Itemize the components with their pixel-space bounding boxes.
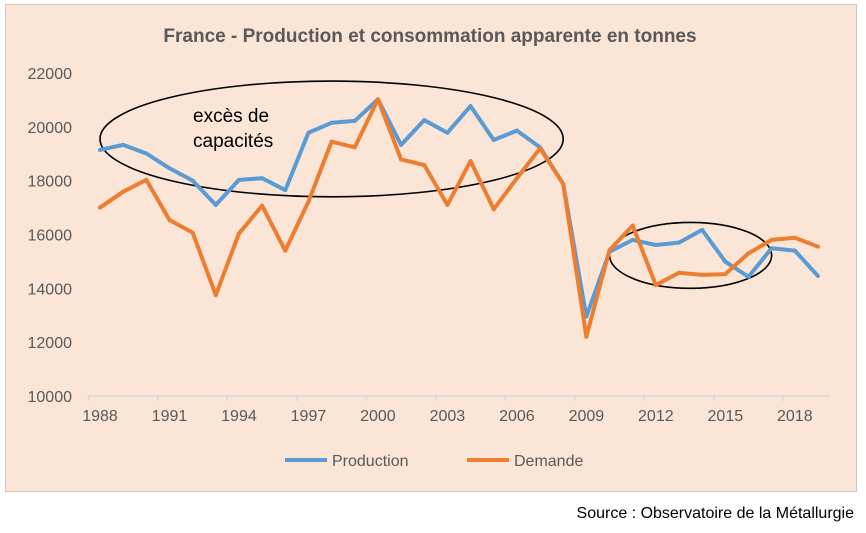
data-point-production — [468, 104, 473, 109]
data-point-production — [167, 166, 172, 171]
data-point-demande — [630, 223, 635, 228]
data-point-demande — [538, 146, 543, 151]
series-line-demande — [98, 97, 819, 339]
data-point-demande — [98, 205, 102, 210]
data-point-demande — [399, 157, 404, 162]
x-tick-label: 2009 — [569, 408, 605, 425]
y-tick-label: 10000 — [28, 389, 73, 406]
data-point-demande — [375, 97, 380, 102]
x-tick-label: 1994 — [221, 408, 257, 425]
data-point-production — [653, 242, 658, 247]
data-point-demande — [815, 244, 820, 249]
x-tick-label: 2015 — [708, 408, 744, 425]
data-point-production — [677, 240, 681, 245]
data-point-demande — [236, 231, 241, 236]
annotation-label: excès de capacités — [193, 106, 273, 152]
data-point-demande — [352, 145, 357, 150]
data-point-demande — [445, 202, 450, 207]
data-point-demande — [607, 248, 612, 253]
legend-label-demande: Demande — [514, 453, 583, 470]
annotation-label-line: excès de — [193, 106, 269, 127]
data-point-production — [746, 274, 751, 279]
x-tick-label: 2000 — [360, 408, 396, 425]
data-point-demande — [144, 177, 149, 182]
data-point-demande — [792, 235, 797, 240]
data-point-demande — [700, 272, 705, 277]
data-point-demande — [653, 283, 658, 288]
data-point-production — [422, 118, 427, 123]
data-point-demande — [121, 189, 126, 194]
x-tick-label: 2003 — [430, 408, 466, 425]
data-point-demande — [584, 334, 589, 339]
data-point-production — [236, 177, 241, 182]
data-point-production — [352, 118, 357, 123]
data-point-demande — [283, 248, 288, 253]
data-point-demande — [329, 139, 334, 144]
y-tick-label: 16000 — [28, 228, 73, 245]
x-tick-label: 1988 — [82, 408, 118, 425]
data-point-production — [98, 147, 102, 152]
data-point-demande — [213, 293, 218, 298]
data-point-production — [700, 227, 705, 232]
data-point-production — [815, 273, 820, 278]
series-line-production — [99, 97, 820, 319]
annotation-ellipse — [99, 80, 565, 198]
data-point-production — [283, 188, 288, 193]
legend-label-production: Production — [332, 453, 409, 470]
y-tick-label: 22000 — [28, 66, 73, 83]
data-point-production — [121, 142, 126, 147]
data-point-demande — [723, 272, 728, 277]
data-point-demande — [561, 181, 566, 186]
data-point-demande — [167, 217, 172, 222]
data-point-production — [769, 246, 774, 251]
data-point-demande — [514, 176, 519, 181]
data-point-production — [306, 130, 311, 135]
annotation-label-line: capacités — [193, 131, 273, 152]
y-tick-label: 12000 — [28, 335, 73, 352]
x-tick-label: 2006 — [499, 408, 535, 425]
data-point-demande — [260, 203, 265, 208]
data-point-production — [144, 151, 149, 156]
data-point-production — [190, 178, 195, 183]
x-tick-label: 2012 — [638, 408, 674, 425]
data-point-production — [329, 120, 334, 125]
source-note: Source : Observatoire de la Métallurgie — [576, 505, 854, 522]
data-point-demande — [769, 237, 774, 242]
data-point-production — [792, 248, 797, 253]
data-point-production — [213, 202, 218, 207]
y-tick-label: 20000 — [28, 120, 73, 137]
data-point-demande — [468, 159, 473, 164]
data-point-production — [723, 259, 728, 264]
x-tick-label: 1991 — [152, 408, 188, 425]
y-tick-label: 18000 — [28, 174, 73, 191]
data-point-demande — [746, 251, 751, 256]
data-point-production — [491, 138, 496, 143]
data-point-demande — [306, 199, 311, 204]
data-point-demande — [491, 207, 496, 212]
chart-title: France - Production et consommation appa… — [163, 26, 696, 47]
x-tick-label: 2018 — [777, 408, 813, 425]
data-point-production — [514, 128, 519, 133]
data-point-demande — [677, 270, 681, 275]
data-point-production — [445, 130, 450, 135]
data-point-production — [260, 176, 265, 181]
data-point-production — [399, 142, 404, 147]
data-point-demande — [190, 230, 195, 235]
x-tick-label: 1997 — [291, 408, 327, 425]
y-tick-label: 14000 — [28, 281, 73, 298]
data-point-production — [630, 237, 635, 242]
data-point-demande — [422, 163, 427, 168]
